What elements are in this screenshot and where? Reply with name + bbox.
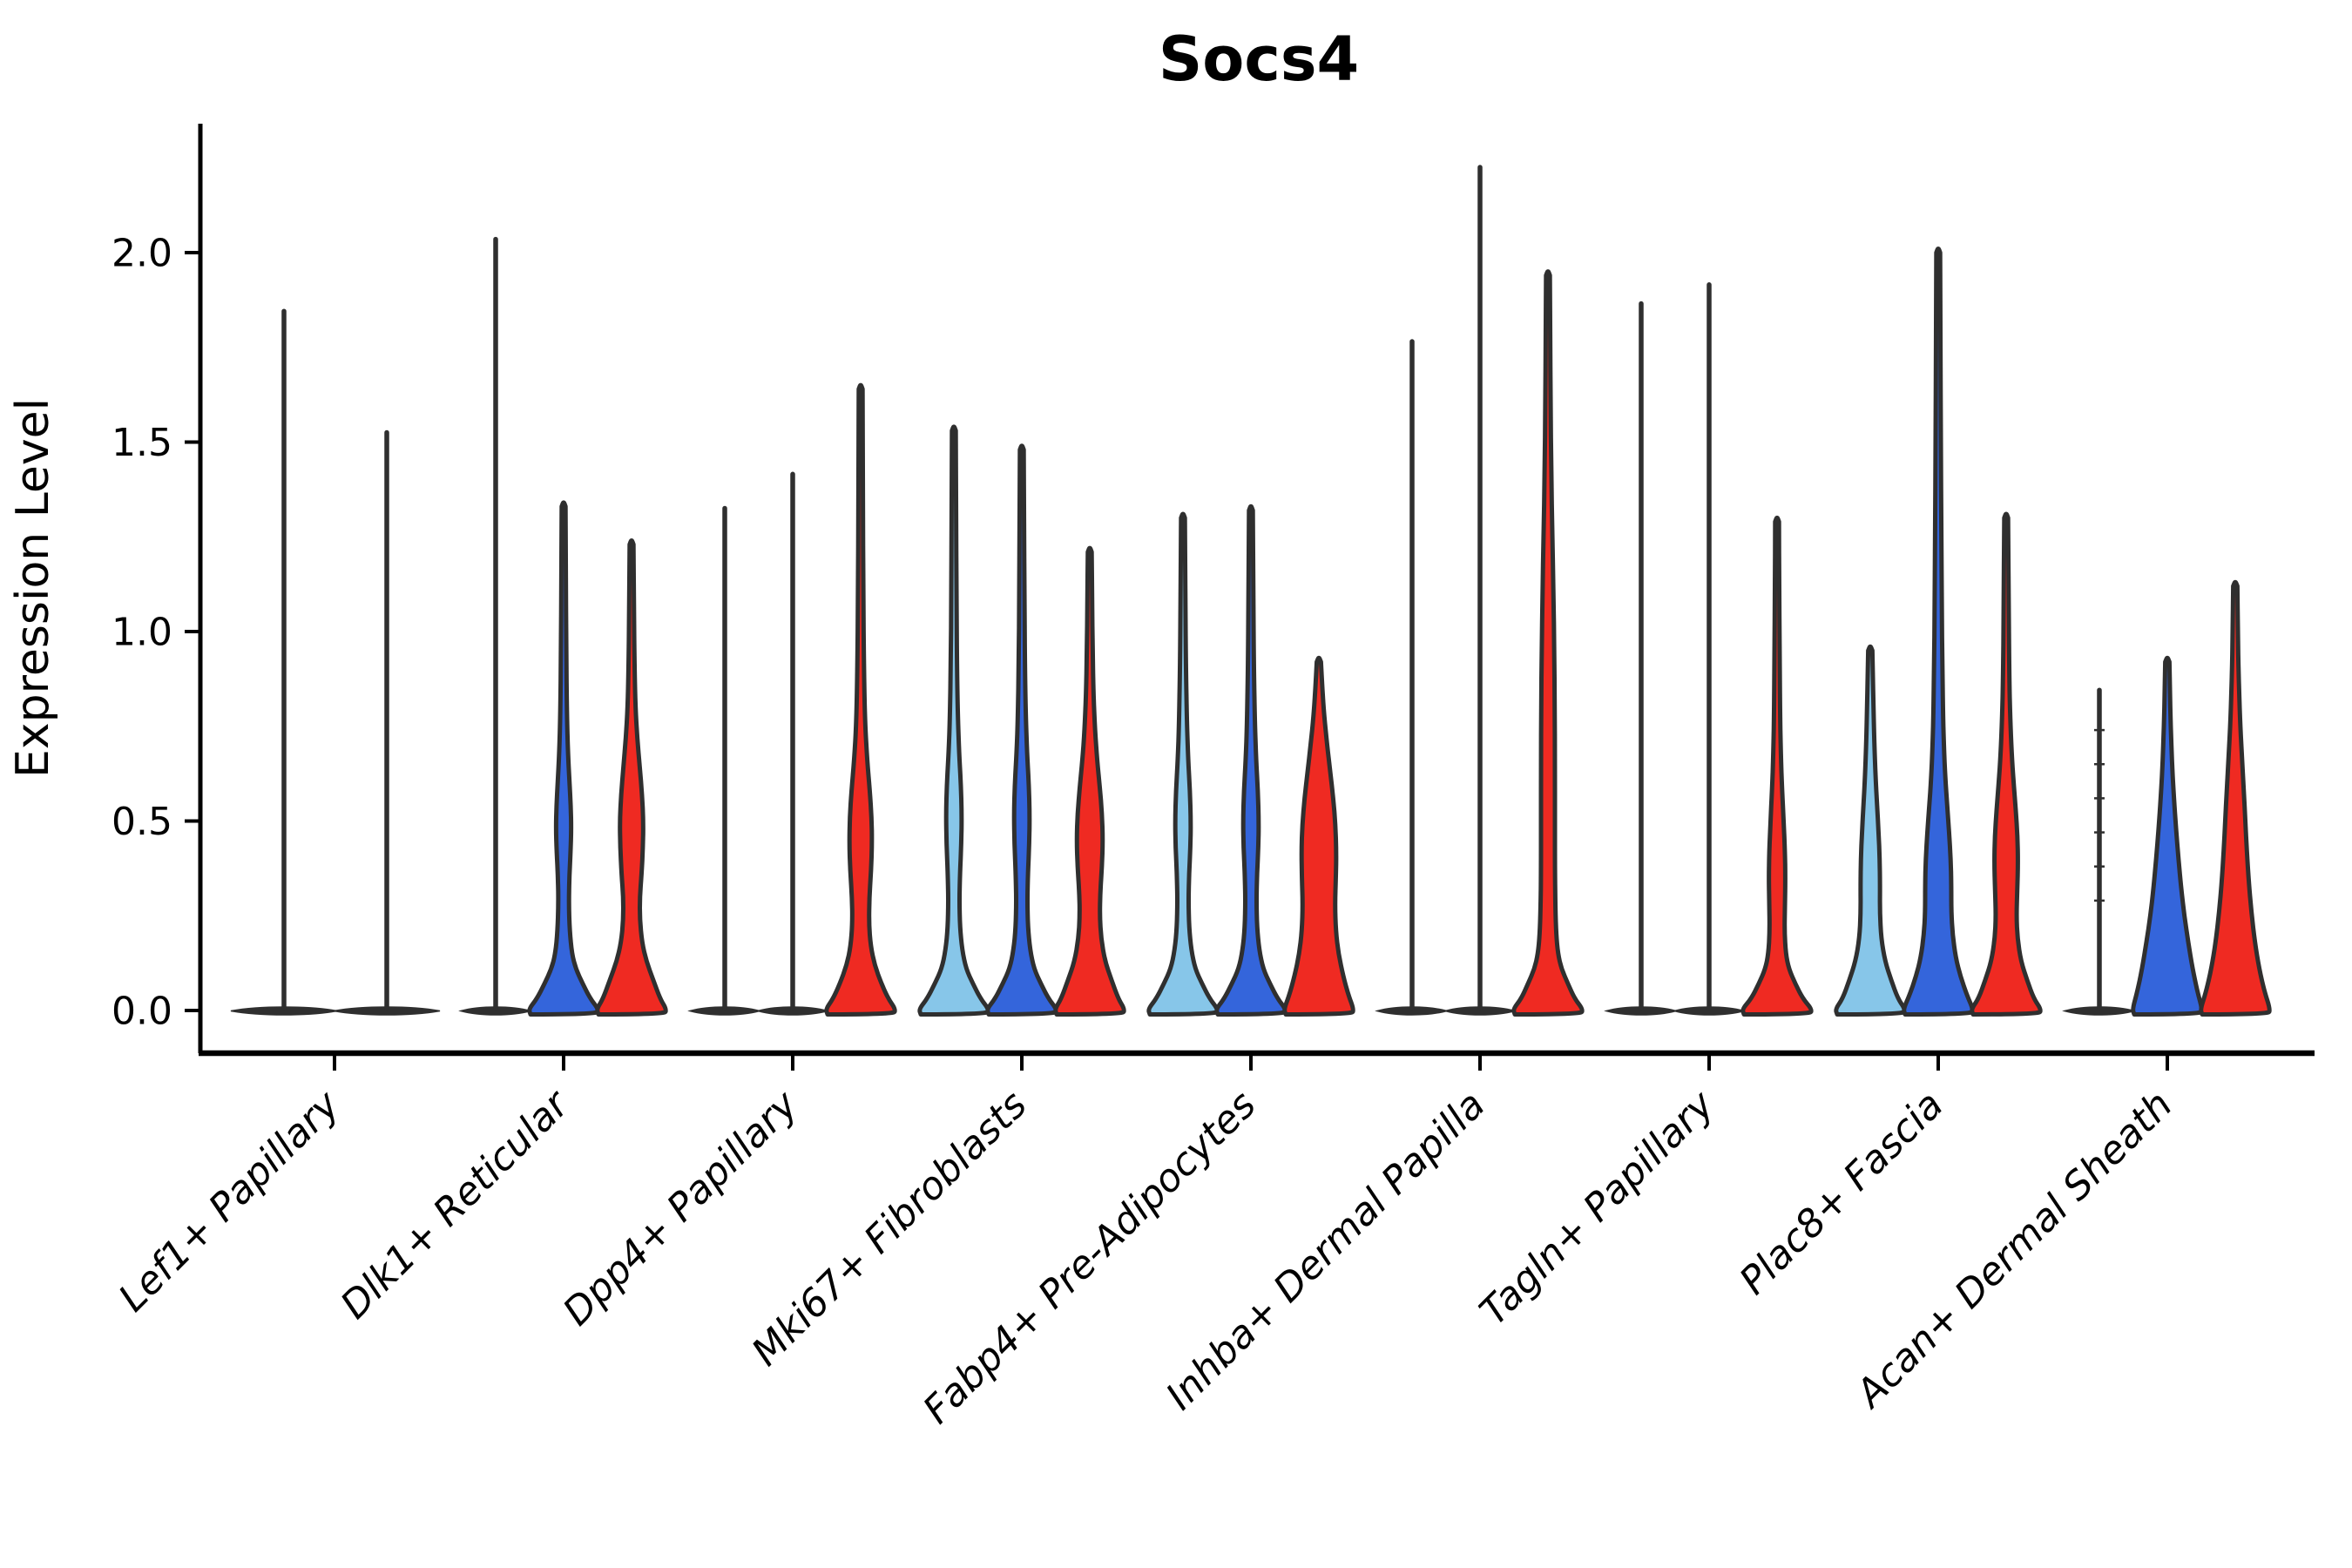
violin-group xyxy=(687,382,897,1017)
violin-group xyxy=(1834,247,2043,1017)
violin-dark_blue xyxy=(985,443,1058,1017)
y-tick-label: 2.0 xyxy=(112,231,172,275)
y-tick-label: 0.0 xyxy=(112,989,172,1033)
chart-title: Socs4 xyxy=(1159,24,1359,95)
violin-red xyxy=(824,382,897,1017)
x-tick-label: Tagln+ Papillary xyxy=(1471,1082,1723,1334)
violin-group xyxy=(1604,282,1814,1017)
violin-red xyxy=(1970,511,2043,1017)
violin-dark_blue xyxy=(1902,247,1975,1017)
y-axis-label: Expression Level xyxy=(7,398,59,778)
y-tick-label: 0.5 xyxy=(112,800,172,844)
violin-group xyxy=(230,308,441,1016)
x-tick-label: Dlk1+ Reticular xyxy=(332,1081,578,1328)
x-tick-label: Lef1+ Papillary xyxy=(111,1082,349,1321)
violin-red xyxy=(1282,655,1355,1017)
violin-light_blue xyxy=(917,424,990,1017)
violin-red xyxy=(2199,579,2272,1017)
violin-group xyxy=(1146,504,1355,1017)
violin-dark_blue xyxy=(527,500,600,1017)
violin-red xyxy=(1511,269,1585,1017)
violin-group xyxy=(917,424,1126,1017)
y-tick-label: 1.5 xyxy=(112,421,172,465)
violin-group xyxy=(2062,579,2272,1017)
violin-group xyxy=(458,236,668,1017)
violin-dark_blue xyxy=(1214,504,1288,1017)
violin-group xyxy=(1375,165,1585,1017)
y-tick-label: 1.0 xyxy=(112,610,172,654)
violin-red xyxy=(1053,545,1126,1017)
violin-red xyxy=(1740,515,1814,1017)
violin-dark_blue xyxy=(2131,655,2204,1017)
x-tick-label: Dpp4+ Papillary xyxy=(555,1082,808,1335)
violin-light_blue xyxy=(1834,644,1907,1017)
x-tick-label: Plac8+ Fascia xyxy=(1731,1083,1951,1303)
violin-light_blue xyxy=(1146,511,1220,1017)
violin-layer xyxy=(230,165,2272,1017)
violin-red xyxy=(595,538,668,1017)
